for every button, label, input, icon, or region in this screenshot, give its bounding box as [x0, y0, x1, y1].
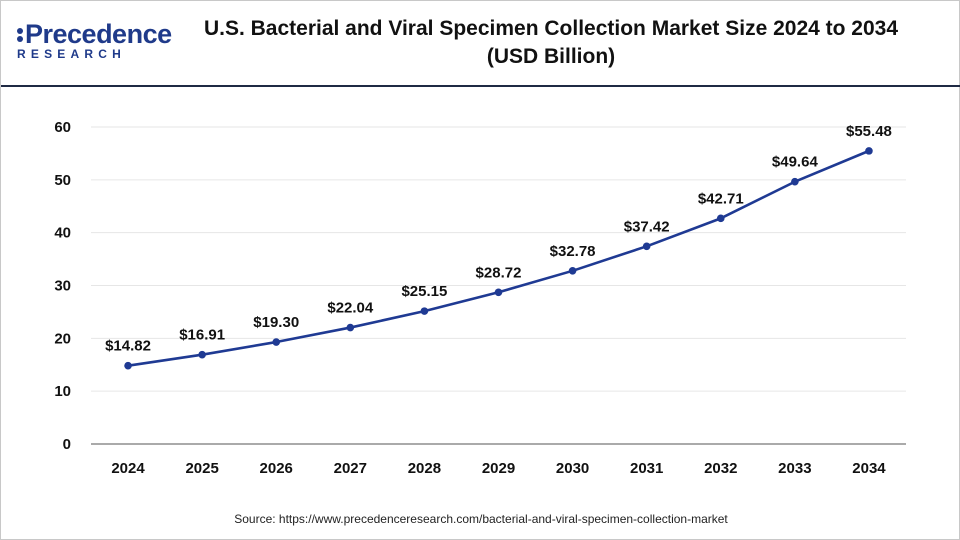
- y-tick-label: 20: [54, 330, 71, 347]
- data-point: [272, 338, 281, 346]
- x-tick-label: 2024: [111, 460, 145, 477]
- data-label: $28.72: [476, 264, 522, 281]
- series-line: [127, 149, 870, 367]
- data-point: [568, 267, 577, 275]
- data-label: $19.30: [253, 314, 299, 331]
- y-tick-label: 50: [54, 172, 71, 189]
- chart-title-line-2: (USD Billion): [486, 45, 616, 68]
- y-tick-label: 40: [54, 225, 71, 242]
- logo-tagline: RESEARCH: [17, 47, 126, 61]
- chart-area: 0 10 20 30 40 50 60 2024 2025 2026 2027 2028 2029 203…: [1, 89, 960, 509]
- brand-logo: Precedence RESEARCH: [15, 15, 172, 65]
- chart-title-line-1: U.S. Bacterial and Viral Specimen Collec…: [203, 17, 899, 40]
- data-point: [346, 323, 355, 332]
- x-tick-label: 2026: [260, 460, 293, 477]
- x-tick-label: 2029: [482, 460, 515, 477]
- logo-mark-icon: [17, 28, 23, 42]
- x-tick-label: 2027: [334, 460, 367, 477]
- header: Precedence RESEARCH U.S. Bacterial and V…: [1, 1, 960, 87]
- x-tick-label: 2028: [408, 460, 441, 477]
- y-tick-label: 30: [54, 278, 71, 295]
- chart-title: U.S. Bacterial and Viral Specimen Collec…: [191, 15, 911, 71]
- y-tick-label: 10: [54, 383, 71, 400]
- data-label: $32.78: [550, 243, 596, 260]
- logo-wordmark: Precedence: [25, 19, 172, 49]
- data-label: $16.91: [179, 327, 225, 344]
- x-tick-label: 2032: [704, 460, 737, 477]
- data-label: $37.42: [624, 218, 670, 235]
- data-point: [494, 288, 503, 297]
- x-tick-label: 2031: [630, 460, 663, 477]
- y-tick-label: 60: [54, 119, 71, 136]
- x-tick-label: 2025: [185, 460, 218, 477]
- data-point: [716, 214, 725, 223]
- data-point: [642, 242, 651, 251]
- x-tick-label: 2033: [778, 460, 811, 477]
- x-tick-label: 2030: [556, 460, 589, 477]
- data-label: $55.48: [846, 123, 892, 140]
- data-label: $22.04: [327, 300, 374, 317]
- data-point: [420, 307, 429, 315]
- data-label: $14.82: [105, 338, 151, 355]
- data-point: [198, 350, 206, 359]
- data-label: $25.15: [401, 283, 447, 300]
- x-tick-label: 2034: [852, 460, 886, 477]
- y-tick-label: 0: [63, 436, 71, 453]
- data-point: [865, 147, 873, 155]
- data-label: $42.71: [698, 190, 744, 207]
- data-point: [791, 177, 799, 186]
- data-point: [124, 361, 132, 370]
- data-label: $49.64: [772, 154, 819, 171]
- source-note: Source: https://www.precedenceresearch.c…: [234, 512, 728, 526]
